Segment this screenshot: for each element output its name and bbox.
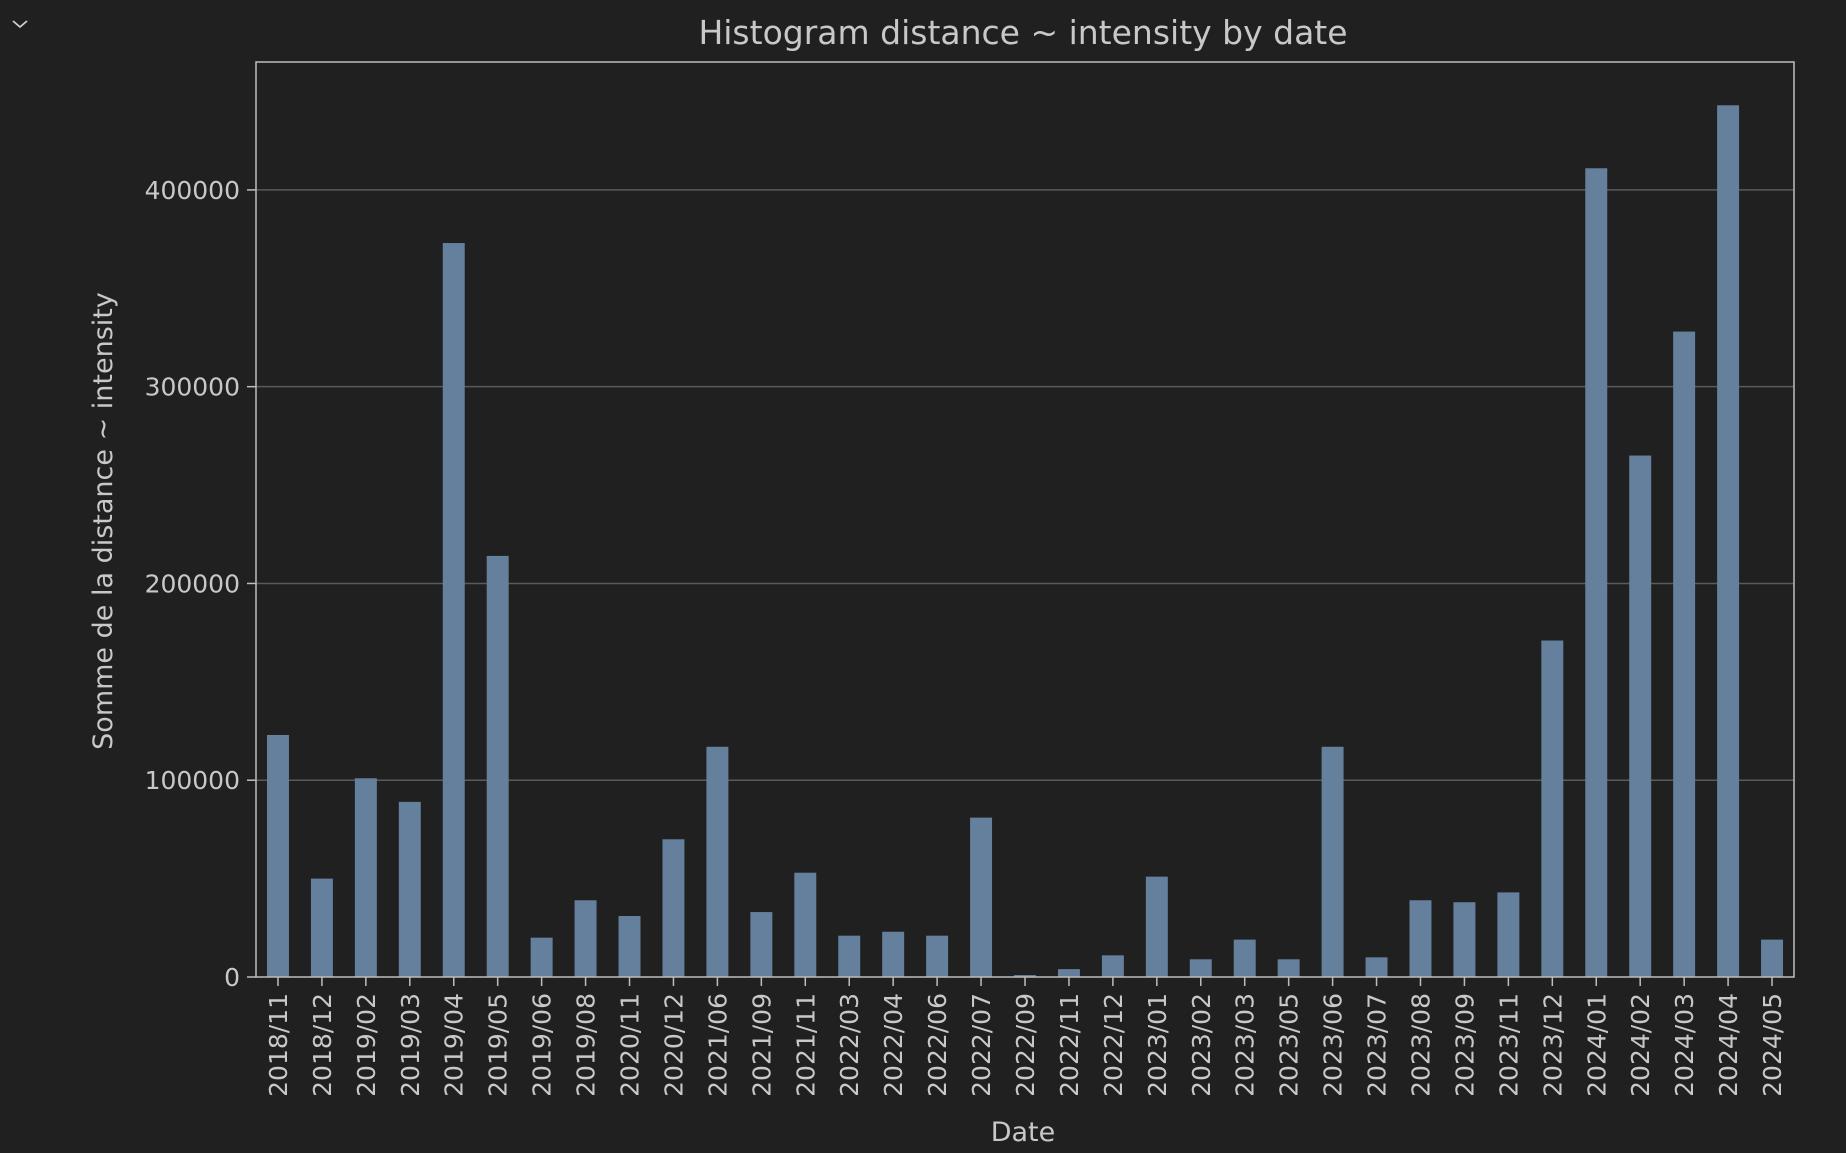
x-tick-label: 2022/03 <box>835 993 864 1097</box>
bar <box>1365 957 1388 977</box>
x-tick-label: 2023/05 <box>1275 993 1304 1097</box>
chevron-down-icon <box>12 20 28 29</box>
bars <box>266 105 1784 978</box>
x-axis-label: Date <box>991 1117 1056 1148</box>
bar <box>882 931 905 977</box>
x-tick-label: 2021/11 <box>791 993 820 1097</box>
x-tick-label: 2023/09 <box>1450 993 1479 1097</box>
x-tick-label: 2019/02 <box>352 993 381 1097</box>
bar <box>1409 900 1432 977</box>
bar <box>706 746 729 977</box>
x-tick-label: 2021/09 <box>747 993 776 1097</box>
bar <box>354 778 377 977</box>
bar <box>486 555 509 977</box>
y-tick-label: 400000 <box>145 176 240 205</box>
bar <box>1761 939 1784 977</box>
x-tick-label: 2022/06 <box>923 993 952 1097</box>
x-tick-label: 2023/07 <box>1363 993 1392 1097</box>
x-tick-label: 2024/03 <box>1670 993 1699 1097</box>
bar <box>1673 331 1696 977</box>
bar <box>1717 105 1740 977</box>
x-tick-label: 2024/05 <box>1758 993 1787 1097</box>
x-tick-label: 2023/06 <box>1319 993 1348 1097</box>
bar <box>1453 902 1476 977</box>
x-tick-label: 2019/04 <box>440 993 469 1097</box>
x-tick-label: 2022/09 <box>1011 993 1040 1097</box>
bar <box>1233 939 1256 977</box>
x-tick-label: 2022/11 <box>1055 993 1084 1097</box>
chart-title: Histogram distance ~ intensity by date <box>698 13 1347 52</box>
bar <box>266 734 289 977</box>
x-tick-label: 2023/11 <box>1494 993 1523 1097</box>
bar <box>1541 640 1564 977</box>
bar <box>662 839 685 977</box>
bar <box>398 801 421 977</box>
bar <box>1189 959 1212 977</box>
bar <box>926 935 949 977</box>
bar <box>1145 876 1168 977</box>
bar <box>838 935 861 977</box>
bar <box>530 937 553 977</box>
x-tick-label: 2022/12 <box>1099 993 1128 1097</box>
x-tick-label: 2019/03 <box>396 993 425 1097</box>
x-tick-label: 2023/12 <box>1538 993 1567 1097</box>
y-tick-label: 100000 <box>145 766 240 795</box>
y-tick-label: 200000 <box>145 569 240 598</box>
bar <box>574 900 597 977</box>
bar <box>310 878 333 977</box>
y-axis: 0 100000 200000 300000 400000 <box>145 176 256 992</box>
x-tick-label: 2023/08 <box>1406 993 1435 1097</box>
bar <box>794 872 817 977</box>
bar <box>1014 975 1036 977</box>
y-axis-label: Somme de la distance ~ intensity <box>88 292 119 750</box>
x-tick-label: 2022/07 <box>967 993 996 1097</box>
x-tick-label: 2019/08 <box>572 993 601 1097</box>
grid-lines <box>256 189 1794 781</box>
x-tick-label: 2023/03 <box>1231 993 1260 1097</box>
x-tick-label: 2023/02 <box>1187 993 1216 1097</box>
bar <box>1101 955 1124 977</box>
x-axis: 2018/11 2018/12 2019/02 2019/03 2019/04 2019/… <box>264 977 1787 1097</box>
y-tick-label: 0 <box>224 963 240 992</box>
bar <box>750 912 773 977</box>
bar <box>618 916 641 977</box>
bar <box>1497 892 1520 977</box>
bar <box>1629 455 1652 977</box>
bar <box>1277 959 1300 977</box>
bar <box>442 243 465 978</box>
x-tick-label: 2020/12 <box>659 993 688 1097</box>
x-tick-label: 2019/05 <box>484 993 513 1097</box>
x-tick-label: 2020/11 <box>616 993 645 1097</box>
bar <box>970 817 993 977</box>
x-tick-label: 2024/04 <box>1714 993 1743 1097</box>
x-tick-label: 2021/06 <box>703 993 732 1097</box>
bar <box>1321 746 1344 977</box>
x-tick-label: 2019/06 <box>528 993 557 1097</box>
y-tick-label: 300000 <box>145 373 240 402</box>
x-tick-label: 2023/01 <box>1143 993 1172 1097</box>
bar <box>1057 969 1080 977</box>
collapse-toggle[interactable] <box>0 0 40 48</box>
bar <box>1585 168 1608 978</box>
x-tick-label: 2022/04 <box>879 993 908 1097</box>
x-tick-label: 2018/11 <box>264 993 293 1097</box>
x-tick-label: 2024/02 <box>1626 993 1655 1097</box>
x-tick-label: 2024/01 <box>1582 993 1611 1097</box>
x-tick-label: 2018/12 <box>308 993 337 1097</box>
